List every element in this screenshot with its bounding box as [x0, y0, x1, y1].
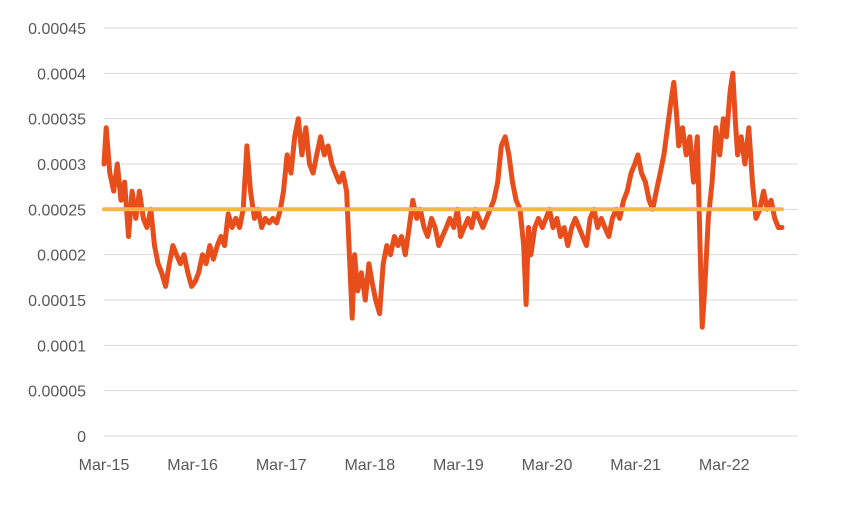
x-tick-label: Mar-21 [610, 457, 661, 474]
x-tick-label: Mar-20 [522, 457, 573, 474]
series-layer [101, 70, 785, 330]
x-tick-label: Mar-17 [256, 457, 307, 474]
y-axis-tick-labels: 0 0.00005 0.0001 0.00015 0.0002 0.00025 0.0003… [28, 21, 86, 446]
x-tick-label: Mar-15 [79, 457, 130, 474]
y-tick-label: 0.0003 [37, 157, 86, 174]
x-axis-tick-labels: Mar-15 Mar-16 Mar-17 Mar-18 Mar-19 Mar-20 Mar-… [79, 457, 750, 474]
y-tick-label: 0.0001 [37, 338, 86, 355]
y-tick-label: 0.0002 [37, 248, 86, 265]
y-tick-label: 0.00015 [28, 293, 86, 310]
y-tick-label: 0 [77, 429, 86, 446]
y-tick-label: 0.0004 [37, 66, 86, 83]
y-tick-label: 0.00035 [28, 112, 86, 129]
y-tick-label: 0.00005 [28, 384, 86, 401]
x-tick-label: Mar-18 [344, 457, 395, 474]
x-tick-label: Mar-22 [699, 457, 750, 474]
x-tick-label: Mar-19 [433, 457, 484, 474]
y-tick-label: 0.00025 [28, 202, 86, 219]
y-tick-label: 0.00045 [28, 21, 86, 38]
x-tick-label: Mar-16 [167, 457, 218, 474]
series-line [101, 70, 785, 330]
